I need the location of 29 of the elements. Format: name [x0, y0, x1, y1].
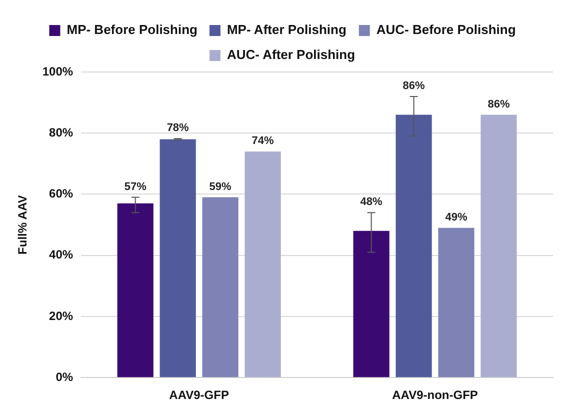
y-axis-title: Full% AAV — [16, 195, 30, 254]
data-label: 48% — [360, 196, 383, 208]
bar — [438, 228, 474, 378]
bar — [396, 114, 432, 378]
data-label: 49% — [445, 211, 468, 224]
data-label: 74% — [252, 134, 274, 147]
x-tick-label: AAV9-GFP — [169, 388, 229, 402]
data-label: 57% — [124, 180, 147, 193]
x-tick-label: AAV9-non-GFP — [392, 388, 478, 402]
y-tick-label: 40% — [49, 248, 74, 262]
data-label: 86% — [402, 80, 426, 92]
legend-label: MP- Before Polishing — [66, 22, 198, 38]
legend-label: AUC- Before Polishing — [376, 22, 516, 38]
y-tick-label: 100% — [42, 64, 74, 78]
bar — [244, 151, 281, 378]
legend-label: MP- After Polishing — [226, 22, 346, 38]
legend-label: AUC- After Polishing — [226, 47, 356, 62]
y-tick-label: 60% — [49, 186, 74, 201]
bar — [353, 230, 390, 378]
y-tick-label: 80% — [49, 125, 74, 140]
data-label: 86% — [488, 98, 510, 110]
data-label: 59% — [209, 180, 232, 193]
y-tick-label: 20% — [49, 308, 74, 323]
bar — [480, 114, 517, 378]
bar — [202, 197, 238, 378]
data-label: 78% — [166, 122, 190, 134]
bar — [160, 139, 196, 378]
y-tick-label: 0% — [56, 370, 74, 384]
bar — [117, 203, 154, 378]
